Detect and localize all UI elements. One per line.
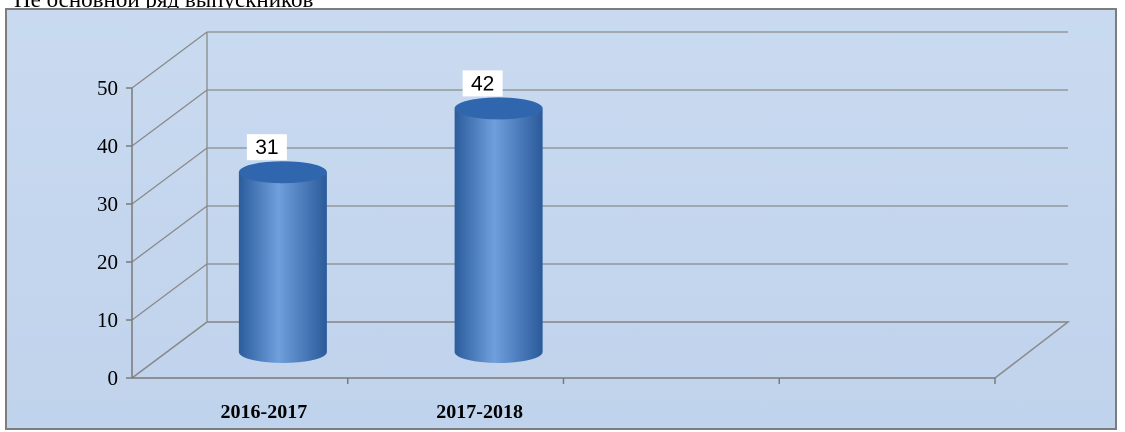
- bar-body: [454, 108, 543, 364]
- gridline-side: [131, 263, 208, 321]
- bar: [238, 161, 327, 363]
- y-tick-label: 30: [97, 192, 118, 216]
- y-tick-label: 50: [97, 76, 118, 100]
- y-tick-label: 20: [97, 250, 118, 274]
- gridline-side: [131, 31, 208, 89]
- axes: 0 10 20 30 40 50 2016-2017 2017-2018: [97, 76, 996, 423]
- gridline-side: [131, 205, 208, 263]
- bar-top: [454, 97, 543, 120]
- x-tick-label: 2016-2017: [221, 401, 308, 423]
- bar-body: [238, 172, 327, 363]
- grid: [131, 31, 1071, 379]
- bar-top: [238, 161, 327, 184]
- data-label: 42: [471, 72, 494, 95]
- title-fragment: Не основной ряд выпускников: [14, 0, 313, 11]
- x-tick-label: 2017-2018: [436, 401, 523, 423]
- labels: 31 42: [246, 70, 503, 161]
- gridline-side: [131, 321, 208, 379]
- bar: [454, 97, 543, 364]
- y-tick-label: 0: [108, 366, 119, 390]
- gridline-side: [131, 89, 208, 147]
- gridline-side: [131, 147, 208, 205]
- data-label-bg: [246, 134, 287, 161]
- y-tick-label: 10: [97, 308, 118, 332]
- bars: [238, 97, 543, 364]
- y-tick-label: 40: [97, 134, 118, 158]
- data-label-bg: [462, 70, 503, 97]
- data-label: 31: [255, 136, 278, 159]
